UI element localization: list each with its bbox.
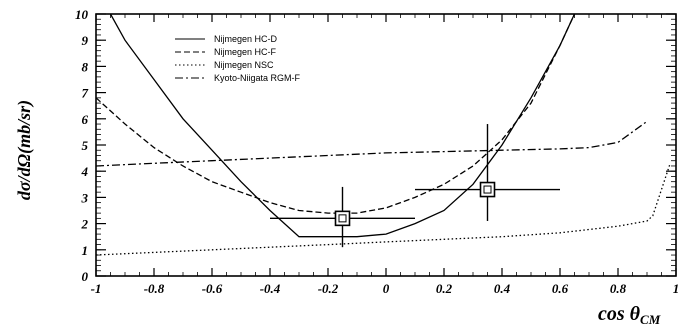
x-tick-label: 0.4 bbox=[494, 281, 511, 296]
series-line-dotted bbox=[96, 163, 671, 256]
series-line-dashed bbox=[96, 14, 576, 214]
x-axis-label: cos θCM bbox=[598, 303, 661, 327]
x-tick-label: -0.4 bbox=[260, 281, 281, 296]
x-tick-label: -0.6 bbox=[202, 281, 223, 296]
x-axis-label-sub: CM bbox=[640, 312, 661, 327]
x-tick-label: 0.8 bbox=[610, 281, 627, 296]
y-tick-label: 9 bbox=[82, 33, 89, 48]
x-tick-label: -1 bbox=[91, 281, 102, 296]
series-line-dashdot bbox=[96, 120, 648, 167]
y-tick-label: 4 bbox=[81, 164, 89, 179]
y-tick-label: 3 bbox=[81, 190, 89, 205]
y-tick-label: 5 bbox=[82, 138, 89, 153]
x-tick-label: 0.2 bbox=[436, 281, 453, 296]
plot-frame bbox=[95, 13, 677, 277]
y-axis-label: dσ/dΩ(mb/sr) bbox=[14, 100, 35, 200]
legend-label: Nijmegen NSC bbox=[214, 60, 274, 70]
data-point-marker-inner bbox=[483, 185, 492, 194]
legend-label: Nijmegen HC-D bbox=[214, 34, 278, 44]
x-tick-label: -0.2 bbox=[318, 281, 339, 296]
y-tick-label: 7 bbox=[82, 86, 89, 101]
y-tick-label: 2 bbox=[81, 217, 89, 232]
y-tick-label: 8 bbox=[82, 59, 89, 74]
x-tick-label: 1 bbox=[673, 281, 680, 296]
x-tick-label: -0.8 bbox=[144, 281, 165, 296]
y-tick-label: 0 bbox=[82, 269, 89, 284]
data-point-marker bbox=[479, 181, 496, 198]
legend-label: Nijmegen HC-F bbox=[214, 47, 277, 57]
data-point-marker-inner bbox=[338, 214, 347, 223]
legend-label: Kyoto-Niigata RGM-F bbox=[214, 73, 301, 83]
x-tick-label: 0.6 bbox=[552, 281, 569, 296]
x-tick-label: 0 bbox=[383, 281, 390, 296]
y-tick-label: 1 bbox=[82, 243, 89, 258]
y-tick-label: 10 bbox=[75, 7, 89, 22]
data-point-marker bbox=[334, 210, 351, 227]
y-tick-label: 6 bbox=[82, 112, 89, 127]
x-axis-label-main: cos θ bbox=[598, 303, 641, 325]
